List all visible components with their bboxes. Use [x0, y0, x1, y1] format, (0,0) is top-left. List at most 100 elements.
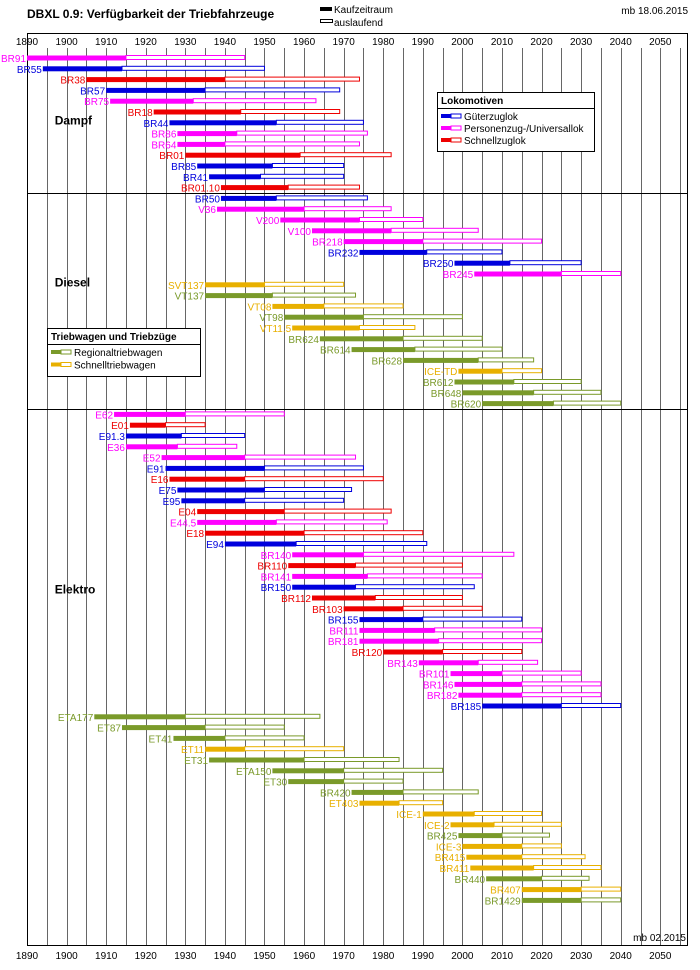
- phaseout-bar-br624: [402, 335, 483, 341]
- purchase-bar-e44-5: [197, 519, 277, 525]
- purchase-bar-et30: [288, 779, 344, 785]
- phaseout-bar-br1429: [580, 897, 622, 903]
- vehicle-label-br111: BR111: [329, 626, 359, 637]
- vehicle-label-br44: BR44: [143, 119, 168, 130]
- phaseout-bar-br111: [434, 627, 543, 633]
- vehicle-br218: BR218: [312, 238, 543, 249]
- vehicle-vt137: VT137: [175, 292, 357, 303]
- vehicle-label-br150: BR150: [261, 583, 292, 594]
- vehicle-br57: BR57: [80, 86, 341, 97]
- vehicle-br425: BR425: [427, 832, 550, 843]
- vehicle-br38: BR38: [60, 76, 360, 87]
- tick-bottom-1900: 1900: [55, 951, 78, 962]
- vehicle-e52: E52: [143, 454, 357, 465]
- vehicle-label-br620: BR620: [451, 400, 482, 411]
- phaseout-bar-br110: [355, 562, 463, 568]
- phaseout-bar-e91-3: [180, 433, 246, 438]
- vehicle-label-svt137: SVT137: [168, 281, 205, 292]
- purchase-bar-br185: [482, 703, 562, 709]
- vehicle-label-br38: BR38: [60, 76, 85, 87]
- purchase-bar-e75: [177, 487, 265, 493]
- legend-tw-solid-regionaltriebwagen: [51, 350, 61, 354]
- legend-outline-swatch: [320, 19, 333, 23]
- purchase-bar-br407: [521, 887, 582, 893]
- purchase-bar-br18: [153, 109, 241, 115]
- purchase-bar-br41: [209, 174, 261, 180]
- purchase-bar-e04: [197, 509, 285, 515]
- vehicle-label-br01: BR01: [159, 151, 184, 162]
- purchase-bar-br50: [220, 195, 277, 201]
- tick-top-2000: 2000: [451, 37, 474, 48]
- vehicle-ice-td: ICE-TD: [424, 367, 543, 378]
- vehicle-br86: BR86: [151, 130, 368, 141]
- vehicle-br44: BR44: [143, 119, 364, 130]
- vehicle-e01: E01: [111, 421, 206, 432]
- purchase-bar-br620: [482, 401, 554, 407]
- phaseout-bar-ice-td: [501, 368, 543, 374]
- purchase-bar-vt98: [284, 314, 364, 320]
- vehicle-br101: BR101: [419, 670, 582, 681]
- phaseout-bar-br64: [224, 141, 360, 147]
- vehicle-label-ice-3: ICE-3: [436, 842, 462, 853]
- vehicle-et41: ET41: [149, 734, 305, 745]
- vehicle-br420: BR420: [320, 788, 479, 799]
- vehicle-vt98: VT98: [259, 313, 463, 324]
- phaseout-bar-ice-3: [521, 843, 562, 849]
- bar-style-legend: Kaufzeitraum auslaufend: [320, 5, 393, 29]
- purchase-bar-e01: [129, 422, 166, 428]
- vehicle-br411: BR411: [439, 864, 602, 875]
- phaseout-bar-br250: [509, 260, 582, 266]
- purchase-bar-br91: [27, 55, 126, 61]
- purchase-bar-br181: [359, 638, 439, 644]
- phaseout-bar-br420: [402, 789, 479, 795]
- purchase-bar-ice-td: [458, 368, 502, 374]
- phaseout-bar-et403: [398, 800, 444, 806]
- purchase-bar-et403: [359, 800, 400, 806]
- purchase-bar-v100: [311, 228, 392, 234]
- vehicle-e62: E62: [95, 410, 285, 421]
- vehicle-label-br420: BR420: [320, 788, 351, 799]
- purchase-bar-v200: [280, 217, 360, 223]
- purchase-bar-br38: [86, 77, 225, 83]
- legend-solid-label: Kaufzeitraum: [334, 5, 393, 16]
- vehicle-label-br146: BR146: [423, 680, 454, 691]
- purchase-bar-br01: [185, 152, 301, 158]
- vehicle-eta150: ETA150: [236, 767, 444, 778]
- vehicle-e04: E04: [178, 508, 392, 519]
- phaseout-bar-br103: [402, 605, 483, 611]
- vehicle-bars: BR91BR55BR38BR57BR75BR18BR44BR86BR64BR01…: [1, 54, 622, 907]
- purchase-bar-br101: [450, 671, 502, 677]
- purchase-bar-br648: [462, 390, 534, 396]
- phaseout-bar-br55: [121, 65, 265, 71]
- purchase-bar-br103: [343, 606, 404, 612]
- tick-bottom-2030: 2030: [570, 951, 593, 962]
- vehicle-br01-10: BR01.10: [181, 184, 360, 195]
- group-labels: Dampf Diesel Elektro: [55, 114, 96, 597]
- purchase-bar-ice-1: [422, 811, 475, 817]
- tick-bottom-2050: 2050: [649, 951, 672, 962]
- vehicle-br64: BR64: [151, 140, 360, 151]
- phaseout-bar-ice-1: [473, 811, 543, 816]
- purchase-bar-br64: [177, 141, 225, 147]
- phaseout-bar-br155: [422, 616, 523, 622]
- vehicle-br612: BR612: [423, 378, 582, 389]
- legend-solid-swatch: [320, 7, 332, 11]
- vehicle-label-br628: BR628: [371, 356, 402, 367]
- tick-top-2030: 2030: [570, 37, 593, 48]
- group-label-diesel: Diesel: [55, 276, 90, 290]
- phaseout-bar-br141: [366, 573, 483, 579]
- purchase-bar-eta177: [94, 714, 186, 720]
- vehicle-e36: E36: [107, 443, 238, 454]
- vehicle-label-br112: BR112: [281, 594, 311, 605]
- phaseout-bar-v100: [390, 227, 479, 233]
- purchase-bar-ice-2: [450, 822, 495, 828]
- purchase-bar-vt08: [272, 303, 324, 309]
- legend-loks-solid-personenzug-universallok: [441, 126, 451, 130]
- vehicle-br75: BR75: [84, 97, 317, 108]
- purchase-bar-br85: [197, 163, 273, 169]
- purchase-bar-br250: [454, 260, 510, 266]
- phaseout-bar-v36: [303, 206, 392, 212]
- date-bottom: mb 02.2015: [633, 933, 686, 944]
- legend-loks-solid-gueterzuglok: [441, 114, 451, 118]
- vehicle-label-br182: BR182: [427, 691, 458, 702]
